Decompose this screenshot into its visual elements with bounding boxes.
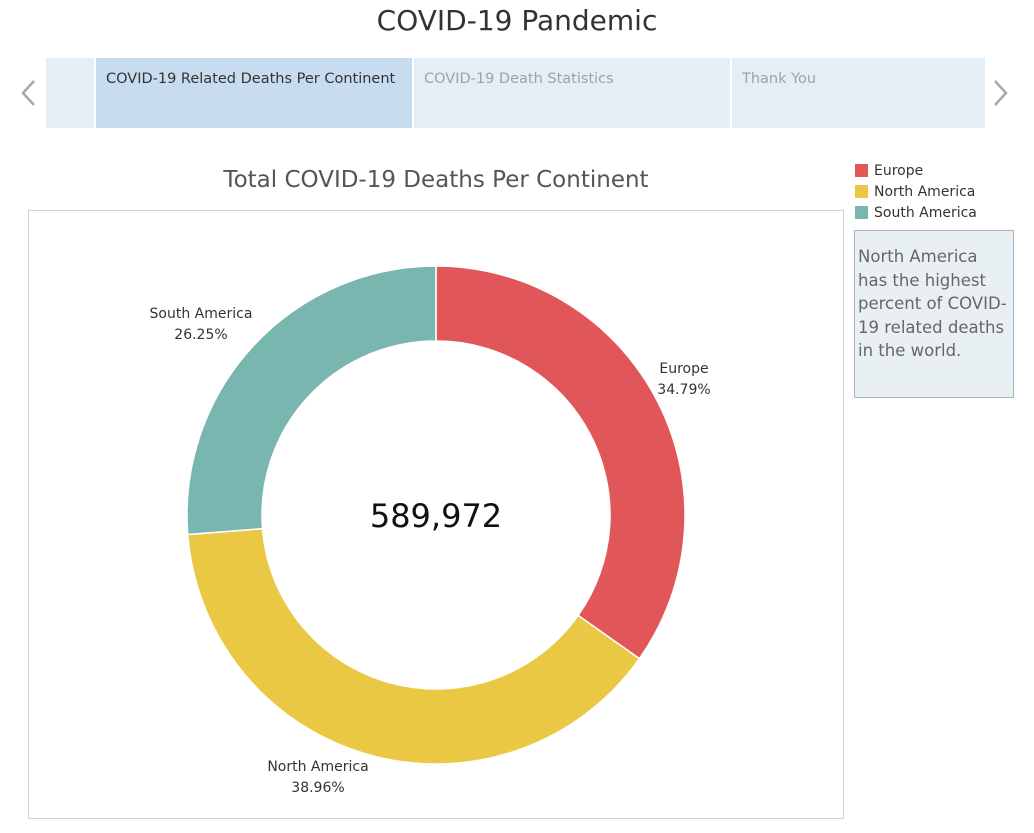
caption-box: North America has the highest percent of… <box>854 230 1014 398</box>
story-navigator-spacer <box>46 58 96 128</box>
story-title: COVID-19 Pandemic <box>376 4 658 37</box>
legend-item-south-america[interactable]: South America <box>855 202 977 223</box>
story-point-deaths-per-continent[interactable]: COVID-19 Related Deaths Per Continent <box>96 58 414 128</box>
donut-chart: Europe 34.79% North America 38.96% South Ame… <box>150 265 711 796</box>
chart-area: Europe 34.79% North America 38.96% South Ame… <box>28 210 844 819</box>
story-point-thank-you[interactable]: Thank You <box>742 71 817 87</box>
legend-swatch-north-america <box>855 185 868 198</box>
legend-item-north-america[interactable]: North America <box>855 181 977 202</box>
story-point-death-statistics[interactable]: COVID-19 Death Statistics <box>414 58 732 128</box>
legend-item-europe[interactable]: Europe <box>855 160 977 181</box>
legend-label-south-america: South America <box>874 204 977 221</box>
slice-label-south-america: South America <box>150 306 253 322</box>
slice-label-europe: Europe <box>659 361 708 377</box>
legend-swatch-europe <box>855 164 868 177</box>
donut-center-total: 589,972 <box>370 497 502 535</box>
chart-title: Total COVID-19 Deaths Per Continent <box>223 167 649 193</box>
slice-percent-north-america: 38.96% <box>291 780 344 796</box>
previous-story-point-button[interactable] <box>17 76 39 110</box>
legend: Europe North America South America <box>855 160 977 223</box>
slice-percent-south-america: 26.25% <box>174 327 227 343</box>
slice-percent-europe: 34.79% <box>657 382 710 398</box>
chevron-right-icon <box>994 80 1008 106</box>
chevron-left-icon <box>21 80 35 106</box>
legend-label-europe: Europe <box>874 162 924 179</box>
slice-south-america[interactable] <box>186 265 437 536</box>
slice-label-north-america: North America <box>267 759 368 775</box>
slice-north-america[interactable] <box>186 527 641 765</box>
legend-swatch-south-america <box>855 206 868 219</box>
slice-europe[interactable] <box>435 265 686 660</box>
legend-label-north-america: North America <box>874 183 976 200</box>
next-story-point-button[interactable] <box>990 76 1012 110</box>
story-navigator: COVID-19 Related Deaths Per Continent CO… <box>46 58 985 128</box>
